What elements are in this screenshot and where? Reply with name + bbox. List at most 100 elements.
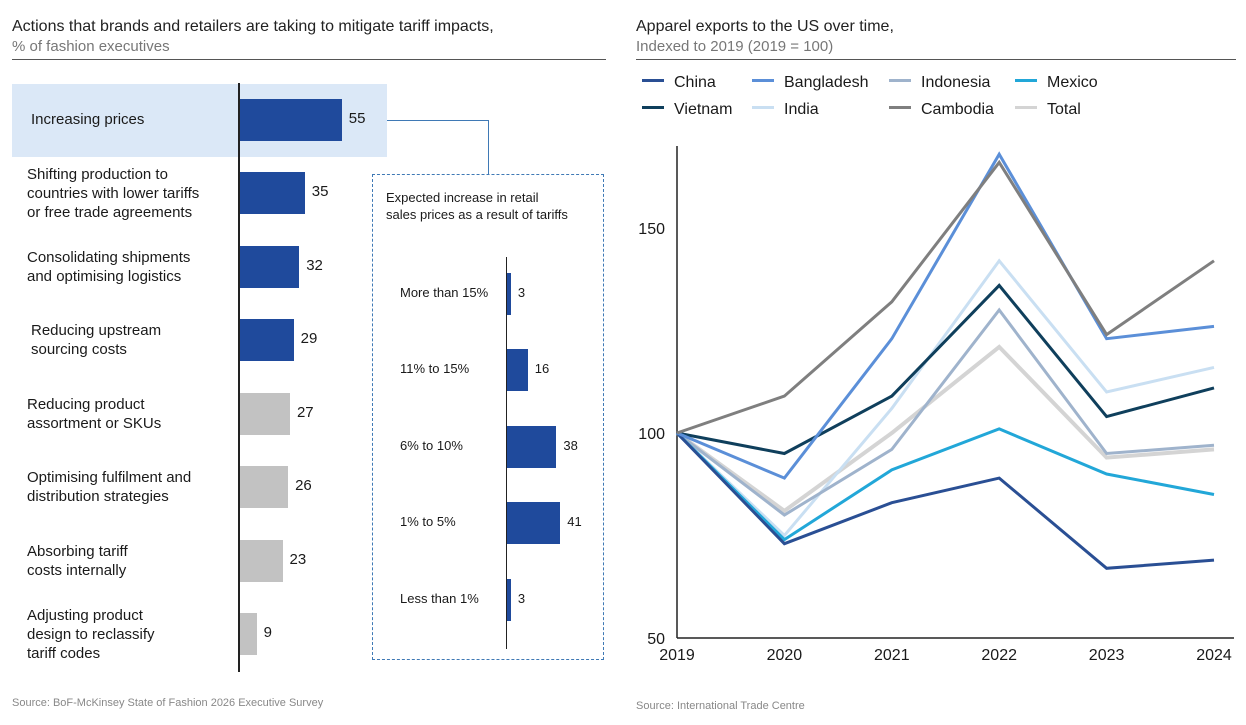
- legend-item: Cambodia: [889, 101, 994, 119]
- series-line-cambodia: [676, 159, 1215, 435]
- bar: [240, 392, 290, 435]
- legend-label: Total: [1047, 101, 1081, 118]
- value-label: 35: [311, 183, 329, 201]
- exports-line-chart: 50 100 150 2019 2020 2021 2022 2023 2024: [638, 146, 1234, 664]
- legend-label: Mexico: [1047, 74, 1098, 91]
- category-label: Adjusting product design to reclassify tar…: [27, 606, 155, 663]
- left-header-rule: [12, 59, 606, 60]
- x-tick-label: 2023: [1089, 647, 1125, 664]
- category-label-line: Reducing upstream: [31, 322, 162, 340]
- legend-item: India: [752, 101, 819, 119]
- legend-item: Bangladesh: [752, 74, 869, 92]
- category-label-line: Increasing prices: [31, 111, 145, 129]
- legend-label: Indonesia: [921, 74, 991, 91]
- inset-bar: [507, 579, 511, 621]
- right-source: Source: International Trade Centre: [636, 700, 805, 712]
- legend-item: Mexico: [1015, 74, 1098, 92]
- line-chart-legend: China Bangladesh Indonesia Mexico Vietnam Ind…: [642, 74, 1242, 134]
- inset-axis-line: [506, 257, 507, 649]
- inset-category-label: More than 15%: [400, 285, 489, 300]
- x-tick-label: 2019: [659, 647, 695, 664]
- category-label-line: sourcing costs: [31, 341, 127, 359]
- legend-item: Vietnam: [642, 101, 732, 119]
- left-source: Source: BoF-McKinsey State of Fashion 20…: [12, 697, 324, 709]
- category-label: Increasing prices: [31, 110, 144, 129]
- value-label: 29: [300, 330, 318, 348]
- series-line-mexico: [675, 427, 1215, 542]
- category-label-line: Optimising fulfilment and: [27, 469, 192, 487]
- category-label-line: Reducing product: [27, 395, 145, 413]
- x-tick-label: 2020: [767, 647, 803, 664]
- y-tick-label: 50: [647, 631, 665, 648]
- bar: [240, 466, 289, 509]
- inset-category-label: Less than 1%: [400, 591, 479, 606]
- left-chart-title: Actions that brands and retailers are ta…: [12, 18, 494, 35]
- connector-vertical: [488, 120, 489, 175]
- legend-swatch: [642, 106, 664, 110]
- category-label: Reducing upstream sourcing costs: [31, 321, 161, 359]
- category-label-line: and optimising logistics: [27, 267, 182, 285]
- inset-category-label: 6% to 10%: [400, 438, 463, 453]
- category-label: Absorbing tariff costs internally: [27, 542, 128, 580]
- legend-label: India: [784, 101, 819, 118]
- inset-category-label: 11% to 15%: [400, 361, 470, 376]
- category-label-line: Absorbing tariff: [27, 542, 128, 560]
- value-label: 23: [289, 550, 307, 568]
- legend-swatch: [889, 79, 911, 83]
- value-label: 26: [295, 477, 312, 495]
- category-label-line: design to reclassify: [27, 625, 155, 643]
- category-label-line: or free trade agreements: [27, 203, 193, 221]
- legend-swatch: [752, 106, 774, 110]
- category-label-line: countries with lower tariffs: [27, 184, 200, 202]
- y-tick-label: 100: [638, 426, 665, 443]
- legend-item: Total: [1015, 101, 1081, 119]
- bar: [240, 613, 257, 656]
- value-label: 9: [263, 624, 272, 642]
- category-label-line: assortment or SKUs: [27, 414, 162, 432]
- value-label: 27: [296, 403, 314, 421]
- inset-value-label: 38: [563, 438, 578, 453]
- category-label-line: tariff codes: [27, 644, 101, 662]
- legend-swatch: [752, 79, 774, 83]
- inset-value-label: 16: [534, 361, 550, 376]
- legend-swatch: [1015, 106, 1037, 110]
- bar: [240, 172, 305, 215]
- inset-bar: [507, 426, 557, 468]
- right-header-rule: [636, 59, 1236, 60]
- inset-title-line: sales prices as a result of tariffs: [386, 207, 568, 222]
- right-chart-subtitle: Indexed to 2019 (2019 = 100): [636, 38, 834, 55]
- category-label: Reducing product assortment or SKUs: [27, 395, 161, 433]
- bar: [240, 319, 294, 362]
- category-label: Consolidating shipments and optimising lo…: [27, 248, 190, 286]
- bar: [240, 539, 283, 582]
- category-label-line: distribution strategies: [27, 488, 169, 506]
- legend-label: Bangladesh: [784, 74, 869, 91]
- legend-swatch: [642, 79, 664, 83]
- series-line-total: [675, 344, 1215, 514]
- series-line-india: [675, 258, 1215, 538]
- category-label: Shifting production to countries with low…: [27, 165, 199, 222]
- inset-bar: [507, 349, 528, 391]
- inset-category-label: 1% to 5%: [400, 514, 456, 529]
- inset-bar: [507, 273, 511, 315]
- x-tick-label: 2022: [981, 647, 1017, 664]
- legend-item: China: [642, 74, 716, 92]
- inset-bar: [507, 502, 561, 544]
- series-line-indonesia: [676, 307, 1215, 517]
- y-tick-label: 150: [638, 221, 665, 238]
- legend-label: China: [674, 74, 716, 91]
- expected-increase-inset: Expected increase in retail sales prices …: [372, 174, 604, 660]
- bar-axis-line: [238, 83, 240, 672]
- x-tick-label: 2021: [874, 647, 910, 664]
- legend-label: Vietnam: [674, 101, 733, 118]
- series-line-vietnam: [676, 283, 1215, 456]
- inset-value-label: 3: [517, 285, 526, 300]
- value-label: 55: [348, 109, 366, 127]
- category-label-line: Consolidating shipments: [27, 248, 191, 266]
- value-label: 32: [306, 256, 323, 274]
- x-tick-label: 2024: [1196, 647, 1232, 664]
- category-label-line: costs internally: [27, 561, 127, 579]
- left-chart-subtitle: % of fashion executives: [12, 38, 170, 55]
- legend-item: Indonesia: [889, 74, 990, 92]
- inset-value-label: 3: [517, 591, 526, 606]
